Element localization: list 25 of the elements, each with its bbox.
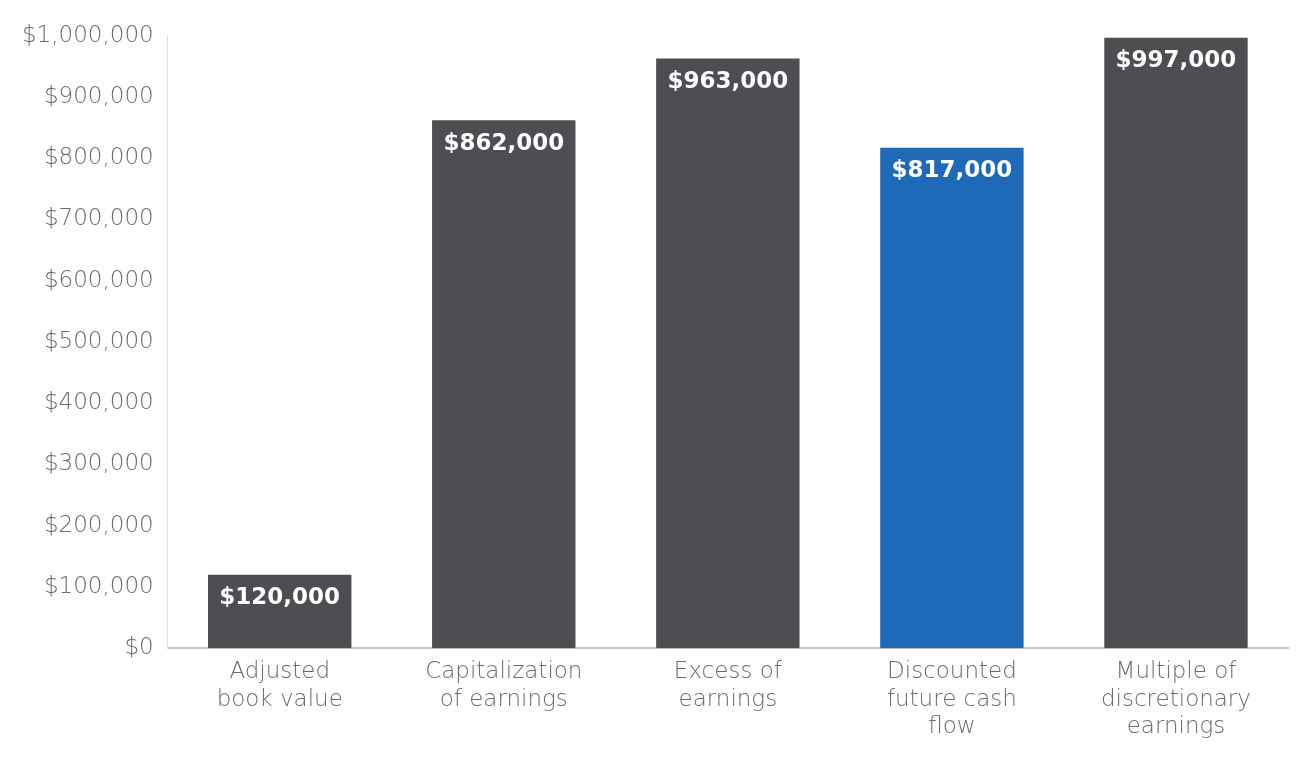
y-tick-label: $200,000 [43,510,154,537]
data-label: $817,000 [891,156,1013,183]
data-label: $862,000 [443,128,565,155]
y-tick-label: $800,000 [43,143,154,170]
y-tick-label: $900,000 [43,82,154,109]
x-tick-label: Discounted future cash flow [886,656,1017,739]
x-tick-label: Excess of earnings [673,656,783,711]
bar [1104,37,1248,649]
bar [432,120,576,649]
x-tick-label: Multiple of discretionary earnings [1100,656,1251,739]
x-tick-label: Capitalization of earnings [425,656,583,711]
y-tick-label: $0 [124,633,154,660]
data-label: $120,000 [219,583,341,610]
y-tick-label: $400,000 [43,388,154,415]
bar [880,147,1024,649]
y-tick-label: $700,000 [43,204,154,231]
x-tick-label: Adjusted book value [216,656,343,711]
data-label: $963,000 [667,66,789,93]
bar [656,58,800,649]
data-label: $997,000 [1115,46,1237,73]
y-tick-label: $1,000,000 [21,20,154,47]
y-tick-label: $100,000 [43,571,154,598]
y-tick-label: $600,000 [43,265,154,292]
y-tick-label: $300,000 [43,449,154,476]
y-tick-label: $500,000 [43,326,154,353]
